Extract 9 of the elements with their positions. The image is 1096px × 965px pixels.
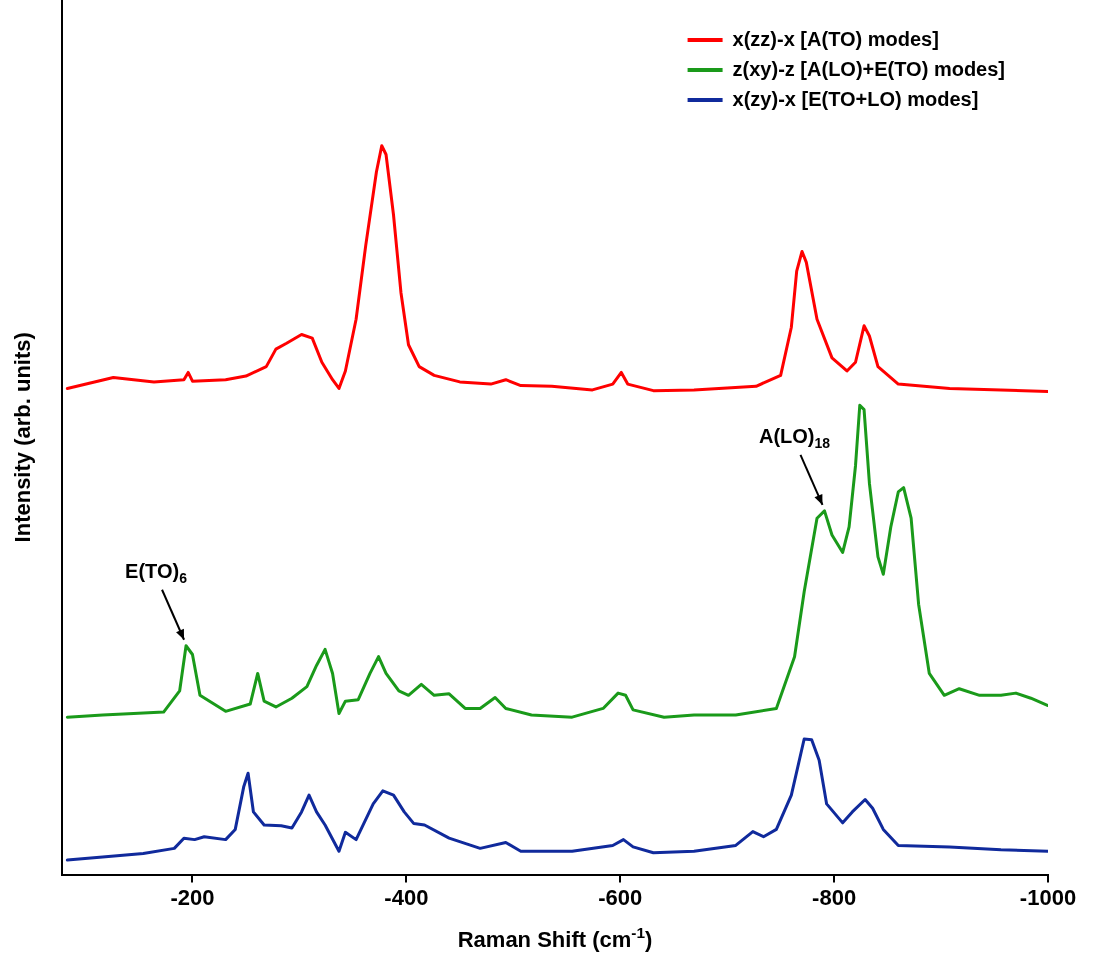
legend-label: x(zy)-x [E(TO+LO) modes] — [732, 87, 979, 110]
x-tick-label: -400 — [384, 884, 429, 910]
x-tick-label: -1000 — [1019, 884, 1077, 910]
x-tick-label: -800 — [812, 884, 857, 910]
x-tick-label: -200 — [170, 884, 215, 910]
x-tick-label: -600 — [598, 884, 643, 910]
legend-label: z(xy)-z [A(LO)+E(TO) modes] — [732, 57, 1006, 80]
legend-label: x(zz)-x [A(TO) modes] — [732, 27, 939, 50]
y-axis-title: Intensity (arb. units) — [10, 332, 35, 543]
